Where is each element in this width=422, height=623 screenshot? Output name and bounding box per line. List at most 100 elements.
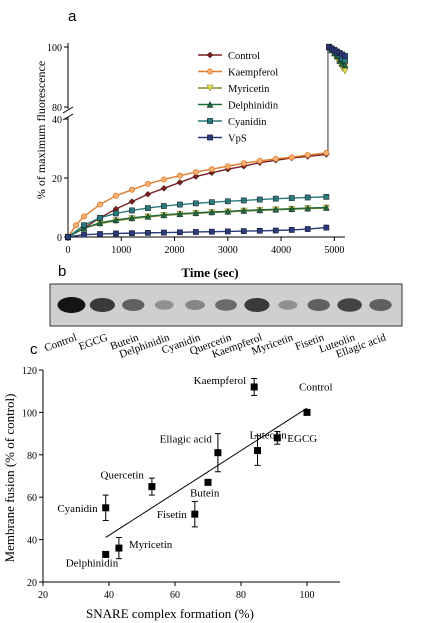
panel-letter-c: c (30, 341, 38, 358)
panel-a-x-axis-label: Time (sec) (181, 265, 238, 280)
panel-a-point-kaempferol (288, 154, 295, 161)
panel-c-y-tick-label: 60 (27, 493, 37, 504)
panel-a-x-tick-label: 1000 (111, 245, 131, 256)
panel-a-point-kaempferol (128, 186, 135, 193)
panel-a-point-delphinidin (128, 214, 136, 222)
legend-swatch-marker-delphinidin (206, 100, 214, 108)
panel-c-point-kaempferol (250, 383, 258, 391)
panel-a-point-vps (81, 231, 87, 238)
blot-lane-label-control: Control (43, 332, 79, 355)
panel-c-x-tick-label: 20 (38, 590, 48, 601)
panel-a-line-control (67, 153, 327, 238)
panel-a-point-control (160, 184, 168, 192)
panel-a-x-tick-label: 5000 (324, 245, 344, 256)
panel-a-point-kaempferol (240, 160, 247, 167)
panel-a-point-end-myricetin (341, 67, 349, 75)
panel-c-x-axis-label: SNARE complex formation (%) (86, 606, 254, 621)
panel-a-y-tick-label: 40 (52, 115, 62, 126)
panel-letter-a: a (68, 8, 77, 25)
panel-a-x-tick-label: 3000 (218, 245, 238, 256)
panel-a-point-delphinidin (224, 207, 232, 215)
panel-a-point-delphinidin (208, 208, 216, 216)
panel-c-point-group-control: Control (299, 381, 333, 416)
panel-a-point-vps (240, 228, 247, 234)
legend-label-delphinidin: Delphinidin (228, 101, 279, 112)
panel-letter-b: b (58, 263, 66, 280)
panel-a-point-kaempferol (144, 180, 151, 187)
panel-a-point-delphinidin (112, 216, 120, 224)
panel-c-point-myricetin (115, 544, 123, 552)
panel-a-point-vps (256, 227, 263, 234)
panel-a-legend: Control Kaempferol Myricetin Delphinidin Cya… (198, 51, 279, 145)
panel-a-point-kaempferol (72, 222, 79, 229)
panel-a-y-tick-label: 100 (47, 43, 62, 54)
panel-a-point-kaempferol (96, 201, 103, 208)
panel-a-point-vps (304, 226, 311, 232)
panel-a-point-control (128, 198, 136, 205)
panel-c-y-tick-label: 80 (27, 451, 37, 462)
panel-c-point-group-quercetin: Quercetin (101, 470, 156, 496)
panel-a-point-cyanidin (208, 199, 215, 206)
panel-a-point-end-vps (342, 53, 348, 59)
panel-a-point-delphinidin (288, 205, 296, 212)
panel-c-point-group-ellagic-acid: Ellagic acid (160, 433, 222, 473)
blot-lane-label-egcg: EGCG (77, 332, 109, 354)
panel-c-x-tick-label: 100 (300, 590, 315, 601)
blot-band-ellagic-acid (369, 299, 392, 311)
panel-a-point-vps (208, 228, 215, 235)
panel-a-point-cyanidin (323, 194, 330, 200)
panel-c-point-label-myricetin: Myricetin (129, 539, 173, 551)
legend-swatch-marker-vps (207, 134, 213, 141)
panel-a-point-end-delphinidin (341, 61, 349, 69)
panel-c-y-tick-label: 100 (22, 408, 37, 419)
legend-swatch-marker-myricetin (206, 84, 214, 92)
legend-swatch-marker-control (206, 51, 214, 59)
panel-c-point-group-cyanidin: Cyanidin (57, 494, 110, 522)
panel-a-point-cyanidin (224, 198, 231, 205)
panel-a-x-tick-label: 4000 (271, 245, 291, 256)
panel-c-y-axis-label: Membrane fusion (% of control) (2, 394, 17, 563)
legend-label-myricetin: Myricetin (228, 84, 270, 95)
panel-c-point-control (303, 408, 311, 416)
panel-c-point-egcg (273, 434, 281, 442)
panel-a-point-control (144, 190, 152, 198)
panel-c-point-delphinidin (102, 550, 110, 558)
panel-c-point-label-egcg: EGCG (287, 433, 317, 445)
panel-c-point-fisetin (191, 510, 199, 518)
panel-c-point-group-delphinidin: Delphinidin (66, 550, 119, 569)
panel-a-line-kaempferol (67, 152, 327, 238)
panel-a-point-delphinidin (304, 204, 312, 212)
panel-a-point-vps (145, 230, 151, 236)
panel-a-point-kaempferol (224, 163, 231, 170)
panel-a-point-cyanidin (129, 207, 135, 214)
panel-a-point-cyanidin (145, 205, 151, 211)
panel-a-point-kaempferol (208, 166, 215, 173)
blot-band-fisetin (307, 299, 330, 311)
panel-a-chart: % of maximum fluorescence Time (sec) 0 20… (34, 43, 349, 280)
panel-a-point-vps (65, 234, 71, 240)
panel-c-trendline (105, 407, 308, 538)
panel-c-x-tick-label: 80 (236, 590, 246, 601)
panel-a-point-cyanidin (161, 203, 167, 209)
panel-c-point-label-quercetin: Quercetin (101, 470, 145, 482)
blot-band-egcg (89, 298, 115, 312)
panel-c-point-label-ellagic-acid: Ellagic acid (160, 434, 213, 446)
panel-a-point-cyanidin (177, 201, 183, 208)
panel-a-series-vps (65, 44, 348, 240)
panel-a-point-vps (177, 229, 183, 236)
legend-label-cyanidin: Cyanidin (228, 117, 267, 128)
panel-a-point-vps (272, 227, 279, 234)
panel-a-point-delphinidin (272, 205, 280, 213)
panel-c-point-group-myricetin: Myricetin (115, 536, 173, 560)
panel-a-point-kaempferol (272, 155, 279, 162)
panel-a-point-cyanidin (192, 200, 199, 207)
panel-a-point-vps (113, 230, 119, 237)
panel-a-point-delphinidin (176, 210, 184, 217)
panel-c-x-tick-label: 40 (104, 590, 114, 601)
panel-a-point-delphinidin (256, 206, 264, 214)
panel-a-point-cyanidin (272, 195, 279, 202)
blot-band-luteolin (337, 298, 362, 312)
legend-label-control: Control (228, 51, 260, 62)
panel-a-axis-break-mark (62, 106, 74, 114)
